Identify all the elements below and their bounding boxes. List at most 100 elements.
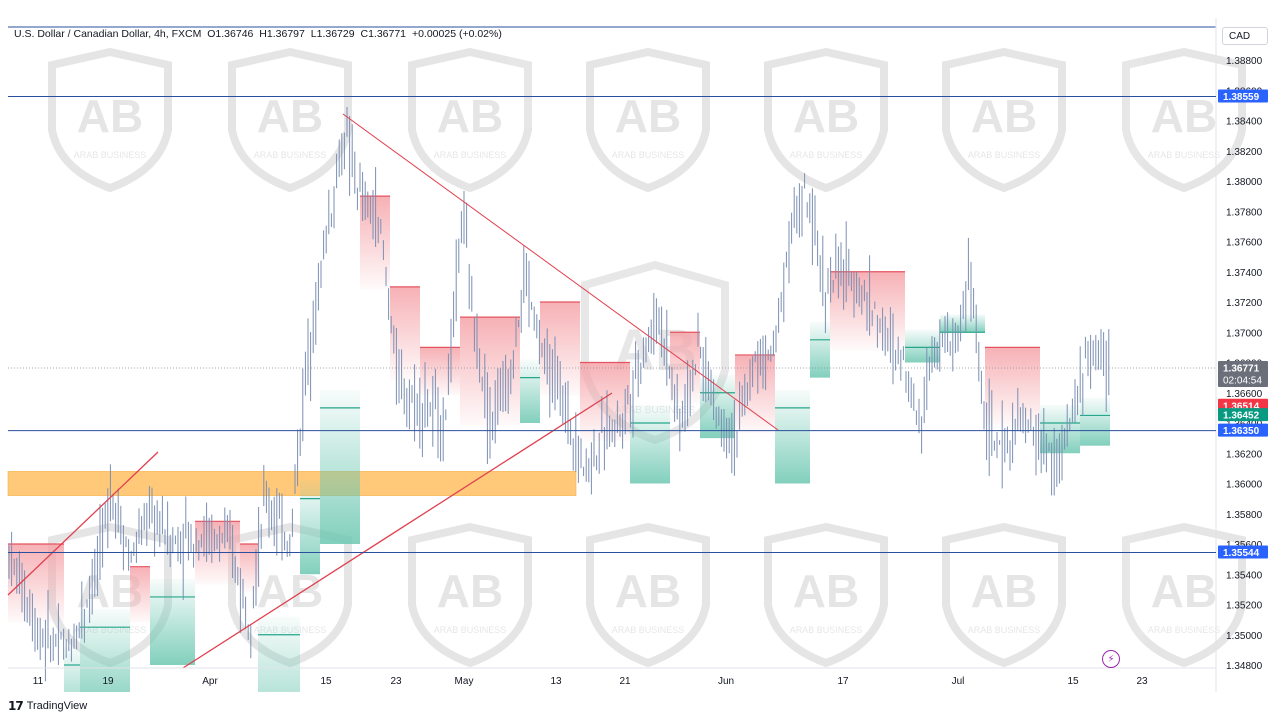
watermark-logo-text: AB [615, 90, 681, 142]
last-price-badge-bg [1218, 361, 1268, 387]
watermark-logo: AB ARAB BUSINESS [586, 522, 710, 668]
level-price-label-bg [1218, 89, 1268, 103]
watermark-logo: AB ARAB BUSINESS [764, 522, 888, 668]
watermark-caption: ARAB BUSINESS [968, 625, 1041, 635]
ohlc-open: O1.36746 [207, 28, 254, 40]
tradingview-brand[interactable]: 𝟭𝟳 TradingView [8, 699, 87, 713]
ohlc-change: +0.00025 (+0.02%) [411, 28, 502, 40]
x-tick-label: 15 [1067, 676, 1079, 687]
y-tick-label: 1.37400 [1226, 268, 1263, 279]
y-tick-label: 1.38200 [1226, 147, 1263, 158]
watermark-caption: ARAB BUSINESS [1148, 625, 1221, 635]
last-price-label: 1.36771 [1223, 364, 1260, 375]
trendline-ascending [182, 392, 613, 669]
candle-layer [8, 106, 1110, 682]
y-tick-label: 1.34800 [1226, 661, 1263, 672]
cloud-red-segment [390, 286, 420, 381]
symbol-name: U.S. Dollar / Canadian Dollar, 4h, FXCM [14, 28, 202, 40]
watermark-logo-text: AB [257, 90, 323, 142]
x-tick-label: 17 [837, 676, 849, 687]
watermark-logo-text: AB [793, 90, 859, 142]
y-tick-label: 1.37200 [1226, 298, 1263, 309]
x-tick-label: 19 [102, 676, 114, 687]
y-tick-label: 1.35200 [1226, 601, 1263, 612]
level-price-label-bg [1218, 423, 1268, 437]
watermark-logo-text: AB [437, 90, 503, 142]
x-tick-label: 11 [33, 676, 44, 687]
trendline-layer [7, 113, 779, 669]
watermark-shield [586, 47, 710, 193]
watermark-logo-text: AB [971, 90, 1037, 142]
cloud-green-segment [700, 374, 735, 439]
cloud-red-segment [130, 566, 150, 623]
y-tick-label: 1.37000 [1226, 328, 1263, 339]
watermark-caption: ARAB BUSINESS [434, 625, 507, 635]
cloud-green-segment [940, 314, 985, 333]
x-tick-label: 23 [390, 676, 402, 687]
cloud-red-segment [195, 521, 240, 585]
level-price-label: 1.35544 [1223, 548, 1260, 559]
symbol-header: U.S. Dollar / Canadian Dollar, 4h, FXCM … [14, 28, 505, 40]
watermark-shield [408, 522, 532, 668]
watermark-shield [48, 47, 172, 193]
ohlc-close: C1.36771 [360, 28, 407, 40]
x-tick-label: 15 [320, 676, 332, 687]
ohlc-high: H1.36797 [259, 28, 305, 40]
cloud-green-segment [150, 578, 195, 665]
indicator-green-label-bg [1218, 408, 1268, 422]
level-price-label-bg [1218, 545, 1268, 559]
trendline-descending [342, 113, 779, 431]
level-price-label: 1.38559 [1223, 92, 1260, 103]
watermark-logo-text: AB [1151, 565, 1217, 617]
indicator-green-label: 1.36452 [1223, 411, 1260, 422]
supply-zone [7, 471, 577, 496]
y-tick-label: 1.35000 [1226, 631, 1263, 642]
watermark-logo-text: AB [437, 565, 503, 617]
watermark-logo: AB ARAB BUSINESS [942, 522, 1066, 668]
watermark-logo: AB ARAB BUSINESS [764, 47, 888, 193]
cloud-red-segment [8, 544, 64, 623]
watermark-caption: ARAB BUSINESS [254, 150, 327, 160]
y-tick-label: 1.35400 [1226, 570, 1263, 581]
countdown-label: 02:04:54 [1223, 376, 1262, 387]
y-tick-label: 1.38800 [1226, 56, 1263, 67]
watermark-caption: ARAB BUSINESS [1148, 150, 1221, 160]
x-tick-label: 21 [619, 676, 631, 687]
watermark-logo: AB ARAB BUSINESS [1122, 522, 1246, 668]
cloud-layer [8, 195, 1110, 725]
lightning-icon[interactable]: ⚡ [1102, 650, 1120, 668]
cloud-green-segment [300, 480, 320, 575]
time-axis: 11 19 Apr 15 23 May 13 21 Jun 17 Jul 15 23 [33, 676, 1148, 687]
y-tick-label: 1.35800 [1226, 510, 1263, 521]
level-price-label: 1.36350 [1223, 426, 1260, 437]
watermark-shield [1122, 47, 1246, 193]
bottom-bar [0, 692, 1280, 720]
price-axis: 1.388001.386001.384001.382001.380001.378… [1218, 56, 1268, 672]
y-tick-label: 1.38000 [1226, 177, 1263, 188]
cloud-green-segment [775, 389, 810, 484]
watermark-logo-text: AB [1151, 90, 1217, 142]
ohlc-low: L1.36729 [310, 28, 355, 40]
watermark-caption: ARAB BUSINESS [968, 150, 1041, 160]
watermark-logo-text: AB [971, 565, 1037, 617]
watermark-logo-text: AB [793, 565, 859, 617]
watermark-shield [764, 522, 888, 668]
currency-button[interactable]: CAD [1222, 27, 1268, 45]
watermark-shield [1122, 522, 1246, 668]
indicator-red-label: 1.36514 [1223, 401, 1260, 412]
y-tick-label: 1.36600 [1226, 389, 1263, 400]
supply-zone-layer [7, 471, 577, 496]
tradingview-logo-icon: 𝟭𝟳 [8, 699, 24, 713]
watermark-logo: AB ARAB BUSINESS [408, 522, 532, 668]
cloud-red-segment [420, 347, 460, 396]
watermark-caption: ARAB BUSINESS [612, 150, 685, 160]
watermark-logo-text: AB [615, 565, 681, 617]
cloud-red-segment [580, 362, 630, 441]
watermark-shield [764, 47, 888, 193]
watermark-logo: AB ARAB BUSINESS [48, 47, 172, 193]
watermark-caption: ARAB BUSINESS [790, 625, 863, 635]
cloud-red-segment [240, 544, 258, 593]
cloud-green-segment [630, 405, 670, 484]
